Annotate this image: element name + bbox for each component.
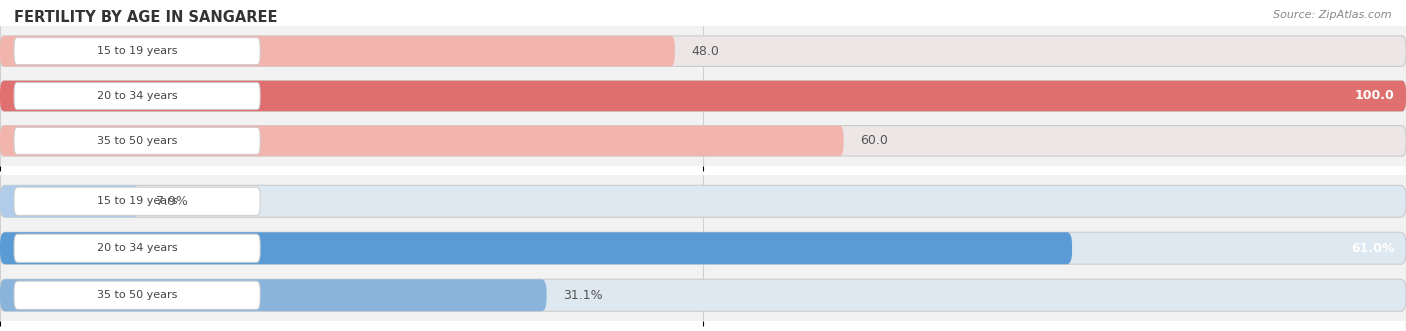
FancyBboxPatch shape	[14, 82, 260, 110]
Text: 35 to 50 years: 35 to 50 years	[97, 290, 177, 300]
Text: 61.0%: 61.0%	[1351, 242, 1395, 255]
FancyBboxPatch shape	[0, 125, 844, 156]
FancyBboxPatch shape	[0, 81, 1406, 111]
Text: 100.0: 100.0	[1355, 89, 1395, 103]
FancyBboxPatch shape	[14, 234, 260, 262]
Text: FERTILITY BY AGE IN SANGAREE: FERTILITY BY AGE IN SANGAREE	[14, 10, 277, 25]
FancyBboxPatch shape	[14, 38, 260, 65]
FancyBboxPatch shape	[0, 279, 547, 311]
FancyBboxPatch shape	[0, 232, 1406, 264]
Text: 15 to 19 years: 15 to 19 years	[97, 46, 177, 56]
FancyBboxPatch shape	[14, 127, 260, 154]
Text: 20 to 34 years: 20 to 34 years	[97, 91, 177, 101]
Text: 15 to 19 years: 15 to 19 years	[97, 196, 177, 206]
FancyBboxPatch shape	[0, 36, 1406, 67]
Text: 48.0: 48.0	[692, 45, 720, 58]
FancyBboxPatch shape	[0, 36, 675, 67]
Text: Source: ZipAtlas.com: Source: ZipAtlas.com	[1274, 10, 1392, 20]
FancyBboxPatch shape	[14, 187, 260, 215]
Text: 31.1%: 31.1%	[564, 289, 603, 302]
FancyBboxPatch shape	[0, 232, 1073, 264]
FancyBboxPatch shape	[0, 279, 1406, 311]
FancyBboxPatch shape	[0, 185, 1406, 217]
FancyBboxPatch shape	[0, 125, 1406, 156]
FancyBboxPatch shape	[0, 81, 1406, 111]
FancyBboxPatch shape	[0, 185, 139, 217]
Text: 35 to 50 years: 35 to 50 years	[97, 136, 177, 146]
FancyBboxPatch shape	[14, 281, 260, 309]
Text: 7.9%: 7.9%	[156, 195, 187, 208]
Text: 60.0: 60.0	[860, 134, 889, 147]
Text: 20 to 34 years: 20 to 34 years	[97, 243, 177, 253]
